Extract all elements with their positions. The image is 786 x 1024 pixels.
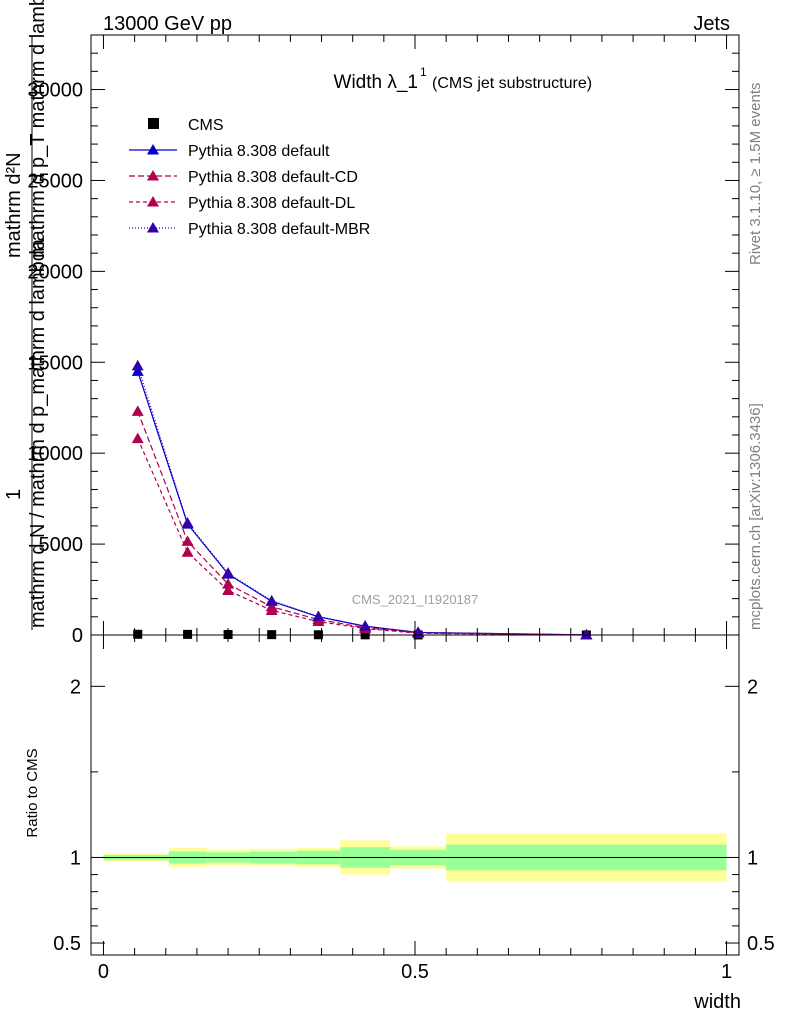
data-point-default bbox=[131, 365, 144, 376]
legend-item-dl: Pythia 8.308 default-DL bbox=[129, 195, 355, 212]
mcplots-label: mcplots.cern.ch [arXiv:1306.3436] bbox=[747, 403, 764, 630]
y-tick-label: 10000 bbox=[27, 443, 83, 465]
ratio-y-tick-label-left: 1 bbox=[70, 847, 81, 869]
legend-label-mbr: Pythia 8.308 default-MBR bbox=[188, 221, 370, 238]
legend-marker-default bbox=[147, 144, 159, 155]
legend-label-cd: Pythia 8.308 default-CD bbox=[188, 169, 358, 186]
analysis-watermark: CMS_2021_I1920187 bbox=[352, 592, 479, 607]
y-tick-label: 0 bbox=[72, 625, 83, 647]
ratio-y-tick-label-right: 0.5 bbox=[747, 933, 775, 955]
x-tick-label: 1 bbox=[721, 961, 732, 983]
ratio-y-tick-label-left: 0.5 bbox=[53, 933, 81, 955]
legend-item-default: Pythia 8.308 default bbox=[129, 143, 330, 160]
header-energy: 13000 GeV pp bbox=[103, 13, 232, 35]
legend-marker-mbr bbox=[147, 222, 159, 233]
y-axis-label-main: 1 bbox=[3, 489, 25, 500]
data-point-mbr bbox=[312, 610, 325, 621]
legend-label-cms: CMS bbox=[188, 117, 224, 134]
data-point-cms bbox=[183, 629, 193, 639]
y-axis-label: mathrm d²N mathrm d p_T mathrm d lambda … bbox=[3, 0, 49, 630]
y-tick-label: 15000 bbox=[27, 352, 83, 374]
legend-marker-cd bbox=[147, 170, 159, 181]
data-point-mbr bbox=[131, 359, 144, 371]
data-point-mbr bbox=[580, 628, 593, 640]
data-point-cd bbox=[222, 578, 235, 589]
legend-item-cd: Pythia 8.308 default-CD bbox=[129, 169, 358, 186]
data-point-cms bbox=[133, 629, 143, 639]
plot-title-suffix: (CMS jet substructure) bbox=[432, 75, 592, 92]
legend-label-dl: Pythia 8.308 default-DL bbox=[188, 195, 355, 212]
y-axis-label-main-sub: mathrm d N / mathrm d p_mathrm d lambda bbox=[27, 238, 49, 628]
ratio-y-tick-label-left: 2 bbox=[70, 676, 81, 698]
legend-item-cms: CMS bbox=[148, 117, 224, 134]
data-point-dl bbox=[265, 604, 278, 615]
data-point-mbr bbox=[222, 567, 235, 578]
main-plot-ticks: 0 5000 10000 15000 20000 25000 30000 bbox=[27, 35, 739, 647]
ratio-plot-panel: 0.5 0.5 1 1 2 2 0 0.5 1 Ratio to CMS width bbox=[24, 634, 775, 1013]
y-tick-label: 20000 bbox=[27, 261, 83, 283]
legend-label-default: Pythia 8.308 default bbox=[188, 143, 330, 160]
y-axis-label-top-sub: mathrm d p_T mathrm d lambda bbox=[27, 0, 49, 258]
ratio-plot-frame bbox=[90, 634, 740, 956]
main-plot-panel: 0 5000 10000 15000 20000 25000 30000 CMS_2021_… bbox=[3, 0, 740, 647]
data-point-mbr bbox=[359, 620, 372, 631]
plot-title-superscript: 1 bbox=[420, 65, 427, 79]
y-tick-label: 25000 bbox=[27, 170, 83, 192]
legend: CMS Pythia 8.308 default Pythia 8.308 defa… bbox=[129, 117, 370, 238]
data-point-cd bbox=[181, 535, 194, 546]
header-process: Jets bbox=[693, 13, 730, 35]
series-mbr bbox=[131, 359, 593, 640]
ratio-y-tick-label-right: 1 bbox=[747, 847, 758, 869]
data-point-cd bbox=[131, 405, 144, 416]
legend-marker-cms bbox=[148, 118, 159, 129]
y-tick-label: 30000 bbox=[27, 80, 83, 102]
y-axis-label-top: mathrm d²N bbox=[3, 152, 25, 258]
data-point-dl bbox=[131, 432, 144, 444]
plot-title: Width λ_1 bbox=[334, 72, 418, 93]
y-tick-label: 5000 bbox=[39, 534, 84, 556]
series-line-dl bbox=[137, 438, 587, 636]
series-dl bbox=[131, 432, 593, 640]
legend-marker-dl bbox=[147, 196, 159, 207]
x-tick-label: 0.5 bbox=[401, 961, 429, 983]
series-layer bbox=[131, 359, 593, 640]
ratio-y-axis-label: Ratio to CMS bbox=[24, 748, 41, 837]
ratio-y-tick-label-right: 2 bbox=[747, 676, 758, 698]
data-point-mbr bbox=[181, 517, 194, 528]
legend-item-mbr: Pythia 8.308 default-MBR bbox=[129, 221, 370, 238]
rivet-label: Rivet 3.1.10, ≥ 1.5M events bbox=[747, 83, 764, 266]
x-tick-label: 0 bbox=[98, 961, 109, 983]
data-point-dl bbox=[222, 584, 235, 595]
ratio-plot-ticks: 0.5 0.5 1 1 2 2 0 0.5 1 bbox=[53, 635, 775, 983]
x-axis-label: width bbox=[693, 991, 741, 1013]
data-point-dl bbox=[181, 546, 194, 557]
data-point-mbr bbox=[265, 594, 278, 606]
